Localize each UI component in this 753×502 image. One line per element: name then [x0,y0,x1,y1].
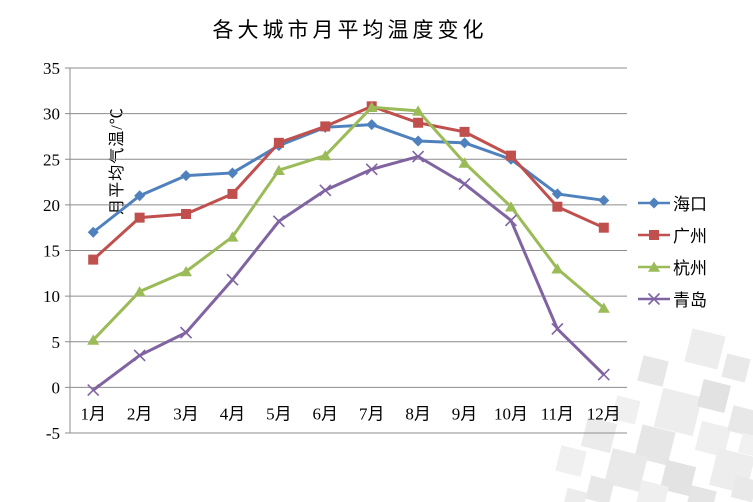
legend: 海口 广州 杭州 青岛 [637,192,707,310]
marker-qingdao [226,273,239,286]
marker-qingdao [179,326,193,339]
x-tick-label: 2月 [127,404,153,423]
x-tick-label: 10月 [494,404,528,423]
x-tick-label: 4月 [220,404,246,423]
legend-marker-guangzhou [638,229,670,240]
marker-hangzhou [87,334,100,345]
x-tick-label: 6月 [313,404,339,423]
marker-qingdao-legend [647,292,661,305]
marker-qingdao [365,163,378,176]
marker-haikou [134,190,146,202]
marker-haikou [598,194,610,206]
y-tick-label: 15 [43,242,60,261]
marker-haikou [551,188,563,200]
legend-marker-hangzhou [638,261,670,272]
marker-guangzhou [181,209,192,219]
x-tick-label: 12月 [587,404,621,423]
marker-qingdao [87,384,100,397]
marker-guangzhou [273,137,284,148]
y-tick-label: 20 [43,196,60,215]
x-tick-label: 9月 [452,404,478,423]
series-qingdao [87,150,610,397]
marker-qingdao [597,368,610,381]
marker-qingdao [551,322,564,336]
x-tick-label: 7月 [359,404,385,423]
marker-guangzhou [598,222,609,233]
legend-label-hangzhou: 杭州 [673,259,707,278]
marker-haikou [180,170,192,182]
marker-haikou [412,135,424,147]
x-tick-label: 5月 [266,404,292,423]
legend-item-hangzhou: 杭州 [637,256,707,278]
series-line-guangzhou [92,104,605,261]
legend-label-guangzhou: 广州 [673,227,707,246]
y-tick-label: 5 [52,333,61,352]
y-tick-label: 30 [43,105,60,124]
marker-hangzhou [133,286,146,297]
marker-guangzhou [88,254,99,265]
legend-label-haikou: 海口 [673,195,707,214]
chart-title: 各大城市月平均温度变化 [212,18,488,42]
marker-qingdao [133,349,146,362]
marker-qingdao [458,177,471,190]
series-line-hangzhou [92,105,605,341]
marker-haikou-legend [648,197,660,208]
marker-haikou [226,167,238,179]
marker-qingdao [319,184,332,197]
marker-haikou [87,226,99,238]
legend-label-qingdao: 青岛 [673,291,707,310]
marker-qingdao [504,214,518,227]
marker-hangzhou [551,263,564,274]
marker-guangzhou [413,117,424,128]
marker-hangzhou [365,101,378,113]
marker-guangzhou [552,201,563,212]
legend-marker-qingdao [638,292,670,305]
x-tick-label: 1月 [80,404,106,423]
marker-hangzhou [458,157,471,168]
y-tick-label: 35 [43,59,60,78]
y-tick-label: 25 [43,150,60,169]
x-tick-label: 11月 [541,404,574,423]
legend-marker-haikou [638,197,670,208]
x-tick-label: 3月 [173,404,199,423]
marker-guangzhou [227,188,238,199]
marker-hangzhou [412,105,425,116]
marker-haikou [366,119,378,131]
marker-hangzhou-legend [648,261,660,272]
marker-guangzhou [320,121,331,132]
marker-hangzhou [319,150,332,161]
marker-guangzhou [134,212,145,223]
series-hangzhou [87,101,610,345]
marker-qingdao [272,215,285,228]
marker-hangzhou [504,201,517,212]
legend-item-qingdao: 青岛 [637,288,707,310]
x-tick-label: 8月 [405,404,431,423]
marker-guangzhou [459,126,470,137]
marker-hangzhou [180,265,193,277]
y-tick-label: 10 [43,287,60,306]
marker-hangzhou [272,164,285,175]
legend-item-guangzhou: 广州 [637,224,707,246]
series-line-qingdao [92,155,605,392]
y-tick-label: -5 [46,424,60,443]
marker-guangzhou-legend [649,229,659,240]
marker-haikou [459,137,471,149]
marker-qingdao [412,150,425,163]
legend-item-haikou: 海口 [637,192,707,214]
marker-hangzhou [226,231,239,242]
marker-guangzhou [505,150,516,161]
marker-hangzhou [597,302,610,313]
y-tick-label: 0 [52,378,61,397]
